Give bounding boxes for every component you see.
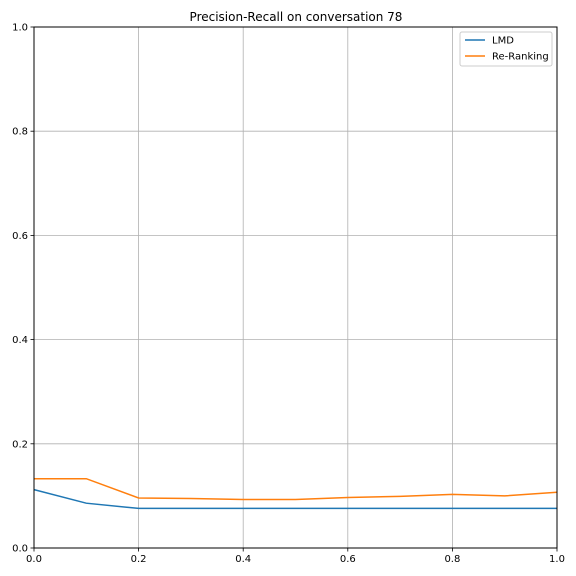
y-tick-label: 1.0 <box>12 23 28 34</box>
x-tick-label: 0.2 <box>131 554 147 565</box>
y-tick-label: 0.2 <box>12 439 28 450</box>
series-line-re-ranking <box>34 477 558 501</box>
x-tick-label: 0.6 <box>340 554 356 565</box>
x-tick-label: 0.0 <box>26 554 42 565</box>
series-line-lmd <box>33 488 557 510</box>
y-tick-label: 0.4 <box>12 335 28 346</box>
y-tick-label: 0.0 <box>12 544 28 555</box>
plot-frame <box>33 26 558 549</box>
legend: LMD Re-Ranking <box>459 31 553 67</box>
x-axis: 0.0 0.2 0.4 0.6 0.8 1.0 <box>26 548 565 565</box>
series-lines <box>33 477 558 510</box>
legend-label: Re-Ranking <box>492 52 549 63</box>
chart-title: Precision-Recall on conversation 78 <box>190 10 403 24</box>
legend-label: LMD <box>492 36 514 47</box>
x-tick-label: 0.8 <box>444 554 460 565</box>
grid <box>33 26 558 549</box>
x-tick-label: 1.0 <box>549 554 565 565</box>
y-axis: 0.0 0.2 0.4 0.6 0.8 1.0 <box>12 23 34 555</box>
y-tick-label: 0.6 <box>12 231 28 242</box>
x-tick-label: 0.4 <box>235 554 251 565</box>
y-tick-label: 0.8 <box>12 127 28 138</box>
